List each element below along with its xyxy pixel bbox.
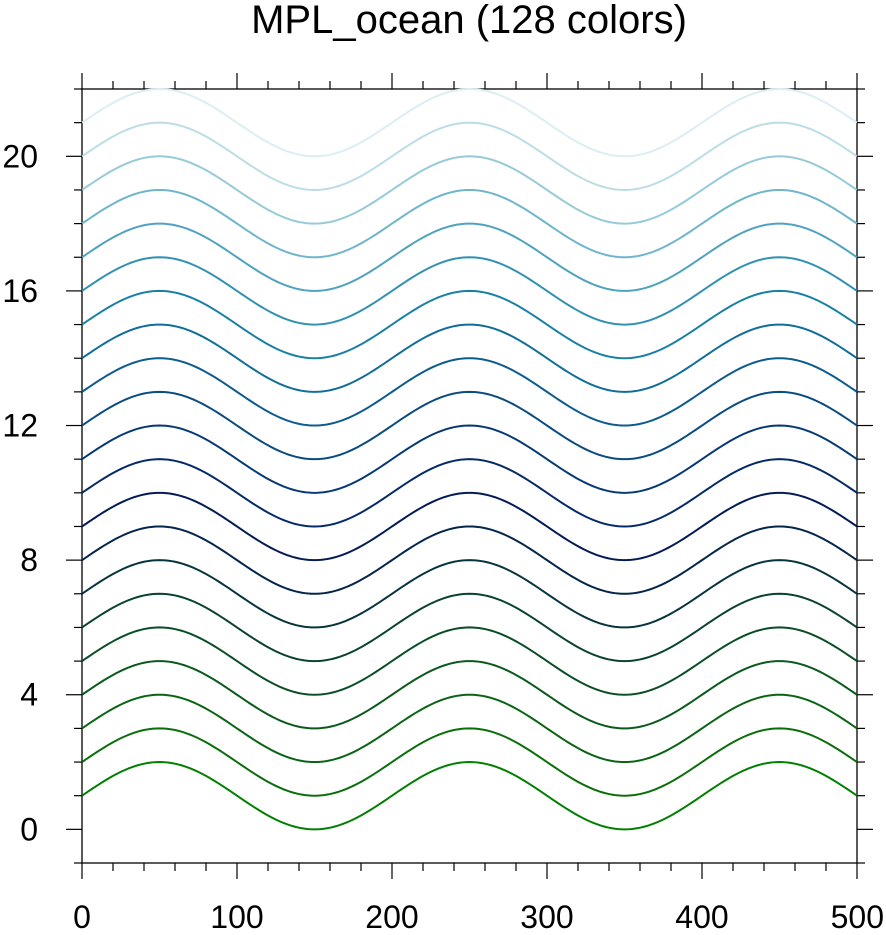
x-tick-label: 500 bbox=[831, 899, 884, 935]
series-layer bbox=[81, 87, 858, 831]
series-line-20 bbox=[81, 121, 858, 191]
series-line-7 bbox=[81, 559, 858, 629]
series-line-13 bbox=[81, 357, 858, 427]
x-tick-label: 300 bbox=[520, 899, 573, 935]
y-tick-label: 12 bbox=[2, 408, 38, 444]
ticks-layer bbox=[66, 73, 873, 879]
series-line-6 bbox=[81, 592, 858, 663]
series-line-3 bbox=[81, 693, 858, 764]
series-line-21 bbox=[81, 87, 858, 158]
series-line-14 bbox=[81, 323, 858, 393]
y-tick-label: 20 bbox=[2, 138, 38, 174]
series-line-11 bbox=[81, 424, 858, 494]
series-line-15 bbox=[81, 289, 858, 360]
y-tick-label: 0 bbox=[20, 811, 38, 847]
tick-labels-layer: 0 100 200 300 400 500 0 4 8 12 16 20 bbox=[2, 138, 884, 935]
x-tick-label: 100 bbox=[210, 899, 263, 935]
series-line-4 bbox=[81, 660, 858, 730]
series-line-8 bbox=[81, 525, 858, 595]
series-line-12 bbox=[81, 390, 858, 461]
x-tick-label: 200 bbox=[365, 899, 418, 935]
y-tick-label: 4 bbox=[20, 677, 38, 713]
plot-area-frame bbox=[81, 88, 858, 864]
series-line-9 bbox=[81, 491, 858, 562]
y-tick-label: 8 bbox=[20, 542, 38, 578]
series-line-2 bbox=[81, 727, 858, 797]
series-line-18 bbox=[81, 188, 858, 259]
series-line-10 bbox=[81, 458, 858, 528]
series-line-1 bbox=[81, 761, 858, 831]
series-line-17 bbox=[81, 222, 858, 292]
series-line-16 bbox=[81, 256, 858, 326]
chart-title: MPL_ocean (128 colors) bbox=[251, 0, 687, 42]
series-line-19 bbox=[81, 155, 858, 225]
x-tick-label: 400 bbox=[675, 899, 728, 935]
y-tick-label: 16 bbox=[2, 273, 38, 309]
x-tick-label: 0 bbox=[73, 899, 91, 935]
series-line-5 bbox=[81, 626, 858, 696]
